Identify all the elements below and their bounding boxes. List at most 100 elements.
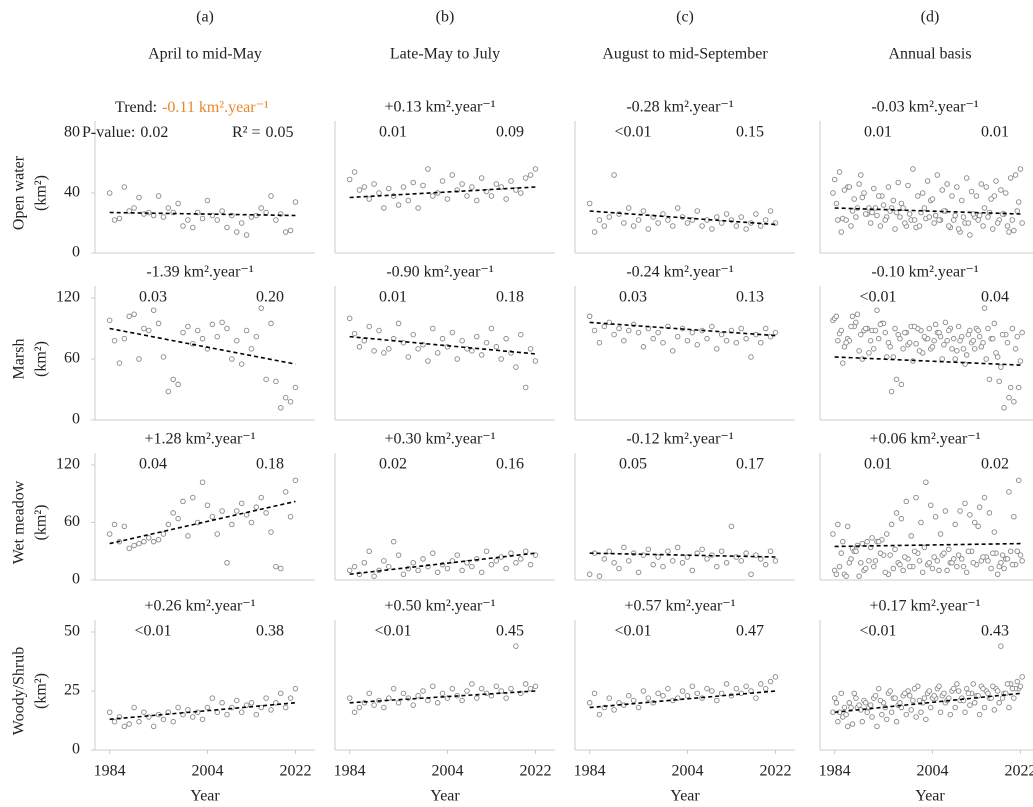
data-point <box>898 200 905 207</box>
x-tick-label: 2022 <box>279 763 311 780</box>
data-point <box>527 685 534 692</box>
data-point <box>1015 477 1022 484</box>
data-point <box>758 681 764 687</box>
data-point <box>1009 325 1016 332</box>
data-point <box>1006 394 1012 401</box>
data-point <box>282 704 289 711</box>
data-point <box>415 692 421 699</box>
data-point <box>869 209 875 216</box>
p-value: 0.04 <box>139 456 167 473</box>
data-point <box>887 552 893 558</box>
data-point <box>1001 405 1007 411</box>
data-point <box>967 232 973 238</box>
data-point <box>635 329 642 336</box>
data-point <box>924 178 931 184</box>
row-label: Woody/Shrub <box>11 647 28 736</box>
data-point <box>611 172 617 178</box>
data-point <box>616 565 622 572</box>
data-point <box>875 193 882 199</box>
data-point <box>872 327 879 334</box>
data-point <box>616 325 622 332</box>
data-point <box>871 563 877 570</box>
p-label: P-value: <box>82 124 135 141</box>
r2-value: 0.15 <box>736 124 764 141</box>
data-point <box>469 681 475 687</box>
data-point <box>838 550 845 556</box>
data-point <box>258 494 264 501</box>
data-point <box>366 690 372 697</box>
data-point <box>136 540 142 547</box>
data-point <box>224 224 230 231</box>
data-point <box>831 176 838 183</box>
data-point <box>1001 565 1007 572</box>
data-point <box>882 217 889 223</box>
data-point <box>209 321 216 328</box>
data-point <box>967 512 973 518</box>
data-point <box>906 563 913 570</box>
data-point <box>253 504 260 510</box>
data-point <box>859 194 866 201</box>
y-tick-label: 0 <box>72 571 80 588</box>
y-tick-label: 60 <box>64 350 80 367</box>
data-point <box>273 217 279 223</box>
data-point <box>718 548 725 555</box>
data-point <box>871 185 877 192</box>
data-point <box>621 544 627 551</box>
data-point <box>640 344 647 350</box>
data-point <box>351 709 358 715</box>
data-point <box>522 384 529 391</box>
data-point <box>503 335 509 342</box>
trend-value: -0.11 km².year⁻¹ <box>162 99 269 116</box>
row-unit: (km²) <box>33 175 50 211</box>
data-point <box>513 187 519 193</box>
trend-line <box>834 542 1021 548</box>
data-point <box>975 692 981 699</box>
data-point <box>635 704 642 711</box>
data-point <box>596 711 603 718</box>
data-point <box>772 558 779 564</box>
data-point <box>513 560 519 566</box>
trend-value: +0.26 km².year⁻¹ <box>144 598 255 615</box>
y-tick-label: 0 <box>72 244 80 261</box>
data-point <box>410 179 416 186</box>
p-value: <0.01 <box>374 623 411 640</box>
p-value: <0.01 <box>614 124 651 141</box>
data-point <box>921 544 928 551</box>
data-point <box>898 381 905 388</box>
data-point <box>866 350 872 356</box>
data-point <box>963 569 970 576</box>
data-point <box>444 196 451 202</box>
data-point <box>464 193 470 199</box>
data-point <box>175 515 181 522</box>
x-axis-label: Year <box>190 788 220 805</box>
data-point <box>843 711 849 718</box>
data-point <box>434 350 441 356</box>
y-tick-label: 0 <box>72 741 80 758</box>
data-point <box>748 571 754 578</box>
r2-value: 0.04 <box>981 289 1009 306</box>
data-point <box>990 550 996 556</box>
data-point <box>116 215 123 222</box>
data-point <box>902 220 908 226</box>
r2-value: 0.13 <box>736 289 764 306</box>
data-point <box>937 709 944 715</box>
data-point <box>111 217 118 223</box>
trend-line <box>109 500 296 545</box>
data-point <box>434 700 441 706</box>
data-point <box>141 325 147 332</box>
data-point <box>835 337 841 344</box>
r2-value: 0.20 <box>256 289 284 306</box>
data-point <box>430 325 436 332</box>
data-point <box>758 223 764 229</box>
data-point <box>390 685 397 692</box>
r2-value: 0.43 <box>981 623 1009 640</box>
data-point <box>229 521 235 528</box>
data-point <box>835 718 841 725</box>
data-point <box>883 531 890 537</box>
data-point <box>963 175 970 181</box>
x-tick-label: 1984 <box>819 763 851 780</box>
data-point <box>916 558 923 564</box>
p-value: 0.05 <box>619 456 647 473</box>
data-point <box>282 229 289 235</box>
data-point <box>970 681 977 687</box>
